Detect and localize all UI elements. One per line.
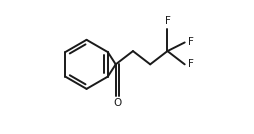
- Text: O: O: [113, 98, 121, 108]
- Text: F: F: [165, 16, 170, 26]
- Text: F: F: [188, 38, 194, 47]
- Text: F: F: [188, 59, 194, 69]
